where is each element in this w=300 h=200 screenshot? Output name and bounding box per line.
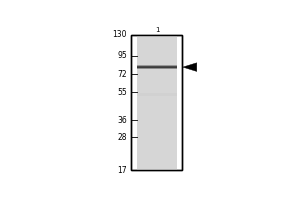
Bar bbox=[137, 53, 177, 55]
Bar bbox=[137, 125, 177, 127]
Bar bbox=[137, 139, 177, 141]
Bar bbox=[137, 118, 177, 121]
Bar bbox=[137, 91, 177, 94]
Bar bbox=[137, 44, 177, 46]
Bar bbox=[137, 57, 177, 60]
Bar bbox=[137, 123, 177, 125]
Text: 1: 1 bbox=[155, 27, 160, 33]
Bar bbox=[137, 78, 177, 80]
Bar bbox=[137, 93, 177, 96]
Bar bbox=[137, 55, 177, 57]
Bar bbox=[137, 46, 177, 48]
Bar bbox=[137, 103, 177, 105]
Bar bbox=[137, 89, 177, 91]
Bar bbox=[137, 96, 177, 98]
Bar bbox=[137, 62, 177, 64]
Bar bbox=[137, 51, 177, 53]
Bar bbox=[137, 164, 177, 166]
Bar bbox=[137, 69, 177, 71]
Bar bbox=[137, 127, 177, 130]
Bar bbox=[130, 35, 182, 170]
Bar bbox=[137, 136, 177, 139]
Bar bbox=[137, 35, 177, 170]
Bar bbox=[137, 66, 177, 69]
Text: 36: 36 bbox=[117, 116, 127, 125]
Bar bbox=[137, 148, 177, 150]
Bar bbox=[137, 42, 177, 44]
Bar bbox=[137, 109, 177, 112]
Bar bbox=[137, 107, 177, 109]
Bar bbox=[137, 134, 177, 136]
Bar bbox=[137, 168, 177, 170]
Bar bbox=[137, 84, 177, 87]
Bar bbox=[137, 143, 177, 145]
Bar bbox=[137, 159, 177, 161]
Text: 17: 17 bbox=[117, 166, 127, 175]
Bar bbox=[137, 75, 177, 78]
Bar bbox=[137, 39, 177, 42]
Bar bbox=[137, 87, 177, 89]
Bar bbox=[137, 150, 177, 152]
Text: 130: 130 bbox=[112, 30, 127, 39]
Bar bbox=[137, 152, 177, 154]
Bar bbox=[137, 141, 177, 143]
Bar bbox=[137, 98, 177, 100]
Bar bbox=[137, 100, 177, 103]
Text: 95: 95 bbox=[117, 51, 127, 60]
Bar bbox=[137, 145, 177, 148]
Bar bbox=[137, 114, 177, 116]
Bar bbox=[137, 132, 177, 134]
Bar bbox=[137, 80, 177, 82]
Bar bbox=[137, 94, 177, 96]
Bar bbox=[137, 130, 177, 132]
Bar bbox=[137, 73, 177, 75]
Bar bbox=[137, 116, 177, 118]
Bar bbox=[137, 166, 177, 168]
Bar bbox=[137, 48, 177, 51]
Bar bbox=[137, 37, 177, 39]
Bar bbox=[137, 161, 177, 164]
Text: 28: 28 bbox=[118, 133, 127, 142]
Bar bbox=[137, 64, 177, 66]
Bar bbox=[137, 71, 177, 73]
Bar bbox=[137, 112, 177, 114]
Bar bbox=[137, 35, 177, 37]
Bar bbox=[130, 35, 182, 170]
Bar bbox=[137, 154, 177, 157]
Bar bbox=[137, 157, 177, 159]
Polygon shape bbox=[183, 63, 197, 71]
Text: 55: 55 bbox=[117, 88, 127, 97]
Bar bbox=[137, 60, 177, 62]
Bar bbox=[137, 82, 177, 84]
Bar bbox=[137, 105, 177, 107]
Text: 72: 72 bbox=[117, 70, 127, 79]
Bar bbox=[137, 121, 177, 123]
